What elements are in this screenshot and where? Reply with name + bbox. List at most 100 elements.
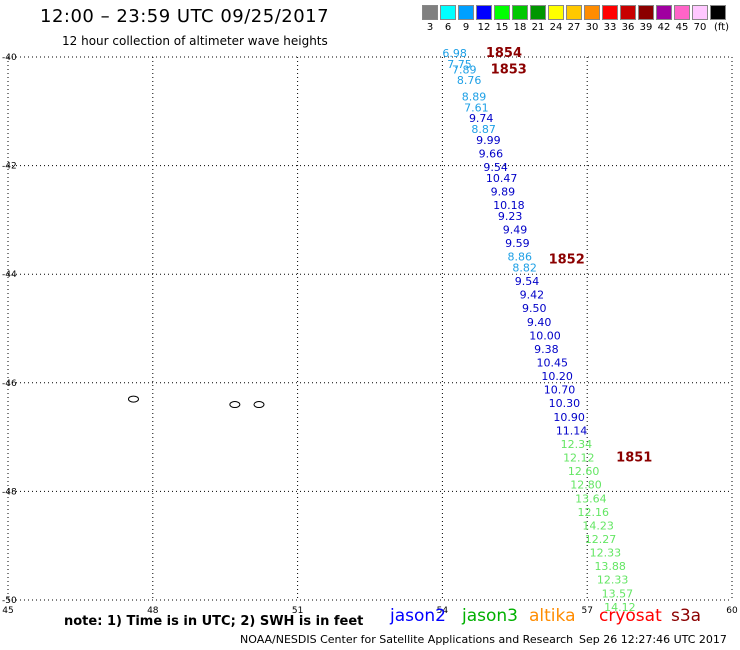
footer-note: note: 1) Time is in UTC; 2) SWH is in fe… [64,614,364,629]
color-scale-label: 15 [495,22,509,33]
wave-height-value: 12.34 [561,438,593,451]
color-scale-unit: (ft) [714,22,730,33]
color-scale-swatch [584,5,600,20]
wave-height-value: 11.14 [556,424,588,437]
pass-number-label: 1854 [486,46,522,61]
color-scale-label: 3 [426,22,434,33]
color-scale-swatch [674,5,690,20]
wave-height-value: 8.89 [462,90,487,103]
wave-height-value: 12.60 [568,465,600,478]
color-scale-label: 70 [693,22,707,33]
color-scale-swatch [566,5,582,20]
wave-height-value: 9.23 [498,210,523,223]
wave-height-value: 10.45 [537,357,569,370]
wave-height-value: 9.38 [534,343,559,356]
lon-tick-label: 60 [726,606,738,616]
wave-height-value: 9.99 [476,134,501,147]
wave-height-value: 9.50 [522,302,547,315]
color-scale-swatch [512,5,528,20]
generation-timestamp: Sep 26 12:27:46 UTC 2017 [579,633,727,646]
island-outline [253,401,265,409]
wave-height-value: 12.33 [590,547,622,560]
wave-height-value: 12.33 [597,574,629,587]
wave-height-value: 9.89 [491,185,515,198]
lat-tick-label: -46 [2,379,17,389]
satellite-legend-cryosat: cryosat [599,606,662,626]
color-scale-swatch [422,5,438,20]
wave-height-value: 14.23 [582,519,614,532]
color-scale-label: 30 [585,22,599,33]
wave-height-value: 10.70 [544,384,576,397]
credit-line: NOAA/NESDIS Center for Satellite Applica… [240,633,574,646]
color-scale-label: 21 [531,22,545,33]
lon-tick-label: 57 [581,606,592,616]
wave-height-value: 12.27 [585,533,617,546]
color-scale-swatch [656,5,672,20]
wave-height-value: 10.18 [493,199,524,212]
lon-tick-label: 45 [2,606,13,616]
color-scale-label: 12 [477,22,491,33]
color-scale-label: 42 [657,22,671,33]
lat-tick-label: -48 [2,487,17,497]
wave-height-value: 9.42 [520,289,545,302]
color-scale-label: 9 [462,22,470,33]
lat-tick-label: -50 [2,596,17,606]
lat-tick-label: -44 [2,270,17,280]
color-scale-label: 45 [675,22,689,33]
wave-height-value: 9.40 [527,316,552,329]
color-scale-swatch [494,5,510,20]
wave-height-value: 13.57 [602,587,634,600]
wave-height-value: 8.86 [508,251,533,264]
wave-height-value: 10.30 [549,397,581,410]
wave-height-value: 12.80 [570,479,602,492]
wave-height-value: 9.74 [469,112,494,125]
satellite-legend-jason3: jason3 [462,606,518,626]
wave-height-value: 9.66 [479,147,504,160]
satellite-legend-s3a: s3a [671,606,702,626]
satellite-legend-altika: altika [529,606,576,626]
wave-height-value: 9.59 [505,237,530,250]
wave-height-value: 10.20 [541,370,573,383]
color-scale-label: 36 [621,22,635,33]
wave-height-value: 7.89 [452,63,477,76]
wave-height-value: 9.54 [483,161,508,174]
wave-height-value: 14.12 [604,601,636,614]
color-scale-swatch [692,5,708,20]
wave-height-value: 7.75 [447,58,472,71]
wave-height-value: 9.54 [515,275,540,288]
island-outline [229,401,241,409]
pass-number-label: 1851 [616,451,652,466]
wave-height-value: 13.64 [575,492,607,505]
lon-tick-label: 51 [292,606,303,616]
satellite-legend-jason2: jason2 [390,606,446,626]
color-scale-swatch [602,5,618,20]
wave-height-value: 13.88 [594,560,626,573]
wave-height-value: 8.76 [457,74,482,87]
color-scale-swatch [620,5,636,20]
color-scale-swatch [548,5,564,20]
pass-number-label: 1853 [491,62,527,77]
lat-tick-label: -40 [2,53,17,63]
color-scale-label: 39 [639,22,653,33]
map-title: 12:00 – 23:59 UTC 09/25/2017 [40,6,330,27]
color-scale-label: 6 [444,22,452,33]
color-scale-swatch [440,5,456,20]
island-outline [127,395,139,403]
wave-height-value: 10.00 [529,329,561,342]
wave-height-value: 9.49 [503,223,528,236]
lat-tick-label: -42 [2,162,17,172]
wave-height-value: 12.16 [578,506,610,519]
color-scale-swatch [638,5,654,20]
color-scale-label: 33 [603,22,617,33]
color-scale-label: 24 [549,22,563,33]
wave-height-value: 8.87 [471,123,496,136]
wave-height-value: 10.47 [486,172,517,185]
color-scale-swatch [476,5,492,20]
pass-number-label: 1852 [549,252,585,267]
wave-height-value: 10.90 [553,411,585,424]
lon-tick-label: 48 [147,606,159,616]
wave-height-value: 8.82 [512,261,537,274]
color-scale-swatch [458,5,474,20]
color-scale-swatch [710,5,726,20]
